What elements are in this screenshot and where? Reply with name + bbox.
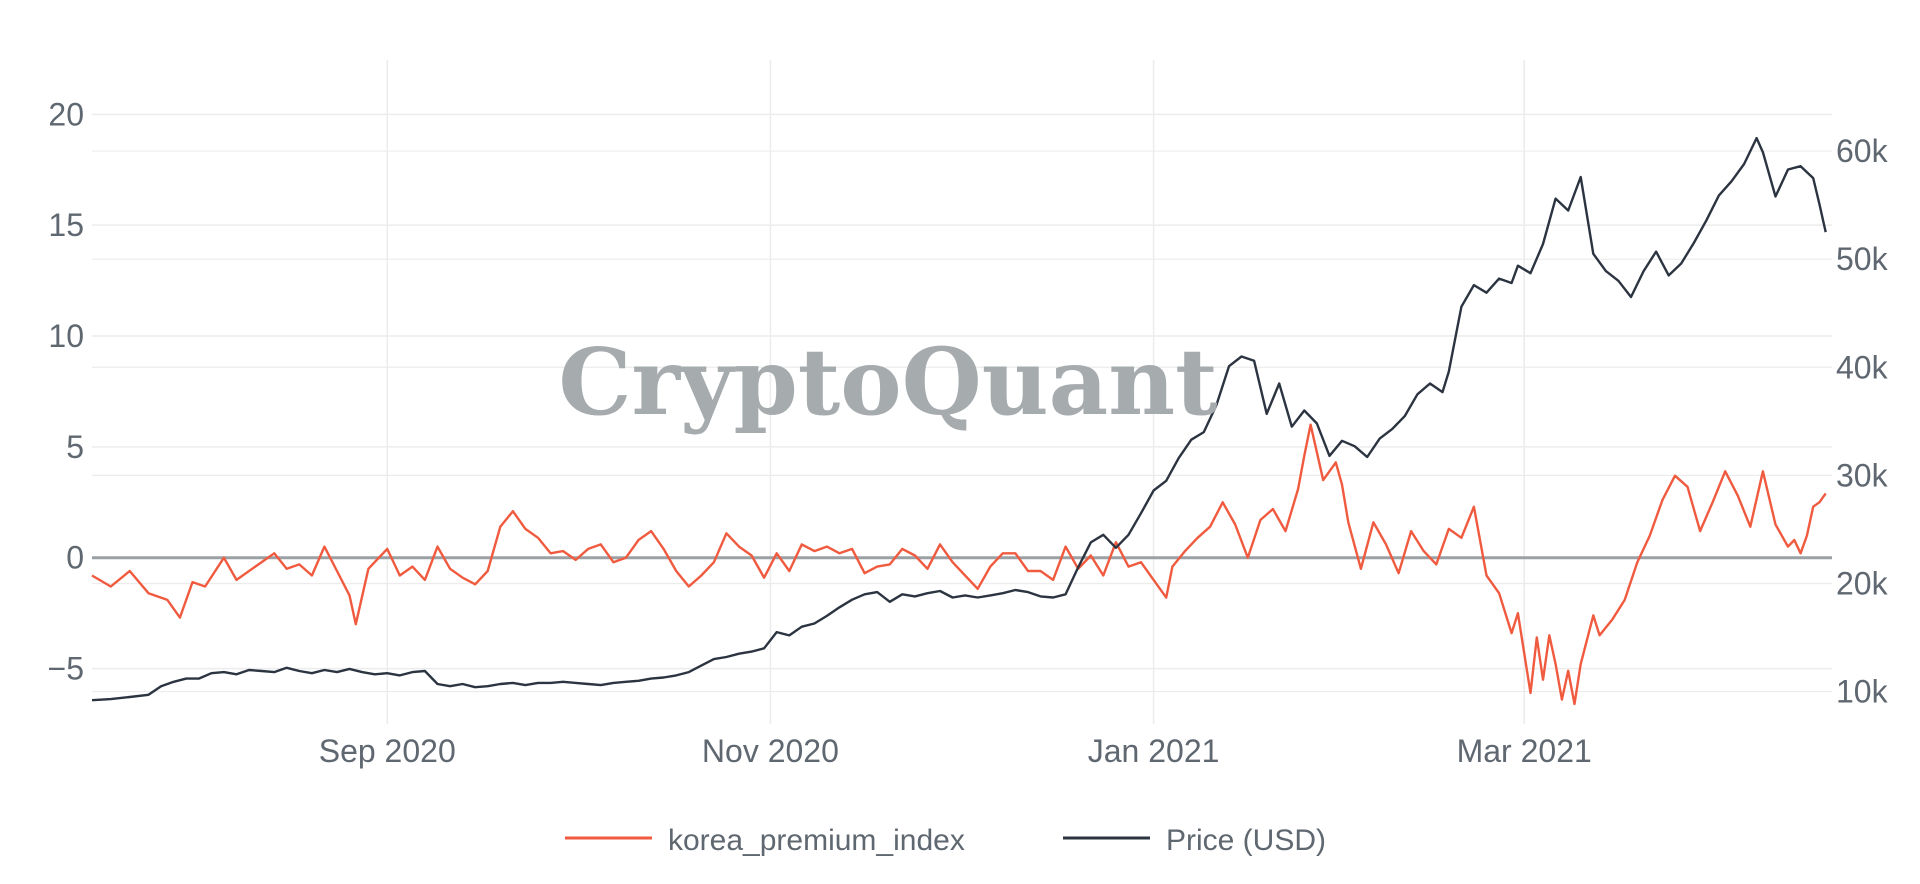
korea-premium-index-line (91, 423, 1827, 706)
series-layer (91, 136, 1827, 706)
axis-layer: Sep 2020 Nov 2020 Jan 2021 Mar 2021 −5 0 5 10 15… (48, 96, 1889, 769)
y-right-tick-label: 50k (1836, 241, 1889, 277)
y-right-tick-label: 10k (1836, 674, 1889, 710)
y-left-tick-label: 10 (48, 318, 84, 354)
y-right-tick-label: 30k (1836, 457, 1889, 493)
y-left-tick-label: 5 (66, 429, 84, 465)
y-left-tick-label: 20 (48, 96, 84, 132)
x-tick-label: Mar 2021 (1457, 733, 1592, 769)
y-right-tick-label: 20k (1836, 565, 1889, 601)
y-left-tick-label: 0 (66, 540, 84, 576)
legend[interactable]: korea_premium_index Price (USD) (565, 824, 1326, 857)
watermark-logo: CryptoQuant (558, 328, 1218, 436)
price-usd-line (91, 136, 1827, 702)
x-tick-label: Nov 2020 (702, 733, 839, 769)
legend-label-premium[interactable]: korea_premium_index (668, 824, 965, 857)
legend-label-price[interactable]: Price (USD) (1166, 824, 1326, 857)
x-tick-label: Jan 2021 (1088, 733, 1220, 769)
x-tick-label: Sep 2020 (319, 733, 456, 769)
grid-layer (92, 60, 1832, 724)
y-right-tick-label: 60k (1836, 133, 1889, 169)
y-left-tick-label: 15 (48, 207, 84, 243)
y-right-tick-label: 40k (1836, 349, 1889, 385)
y-left-tick-label: −5 (48, 651, 84, 687)
